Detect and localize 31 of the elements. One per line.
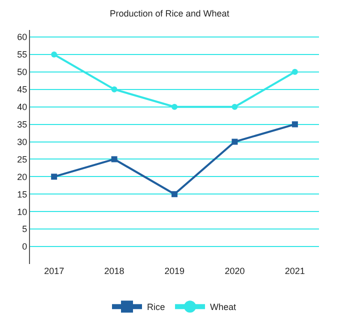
- point: [51, 174, 58, 180]
- y-tick-label: 30: [17, 136, 28, 147]
- point: [111, 86, 118, 92]
- legend-label: Rice: [147, 302, 166, 312]
- point: [111, 156, 118, 162]
- y-tick-label: 35: [17, 119, 28, 130]
- y-tick-label: 5: [22, 224, 28, 234]
- x-tick-label: 2019: [164, 266, 185, 276]
- point: [292, 68, 298, 75]
- point: [232, 138, 238, 145]
- legend-label: Wheat: [210, 302, 237, 312]
- x-tick-label: 2018: [104, 266, 124, 276]
- y-tick-label: 60: [17, 32, 28, 42]
- x-tick-label: 2017: [44, 266, 64, 276]
- chart-title: Production of Rice and Wheat: [110, 8, 230, 18]
- y-tick-label: 0: [22, 242, 28, 252]
- y-tick-label: 55: [17, 50, 28, 60]
- y-tick-label: 45: [17, 84, 28, 95]
- point: [51, 51, 58, 58]
- y-tick-label: 15: [17, 189, 28, 200]
- point: [292, 121, 298, 128]
- point: [172, 104, 178, 110]
- y-tick-label: 50: [17, 67, 28, 78]
- x-tick-label: 2020: [224, 266, 245, 276]
- y-tick-label: 25: [17, 154, 28, 164]
- y-tick-label: 40: [17, 102, 28, 112]
- y-tick-label: 20: [17, 172, 28, 182]
- y-tick-label: 10: [17, 206, 28, 217]
- point: [232, 104, 238, 110]
- point: [172, 191, 178, 198]
- x-tick-label: 2021: [284, 266, 305, 276]
